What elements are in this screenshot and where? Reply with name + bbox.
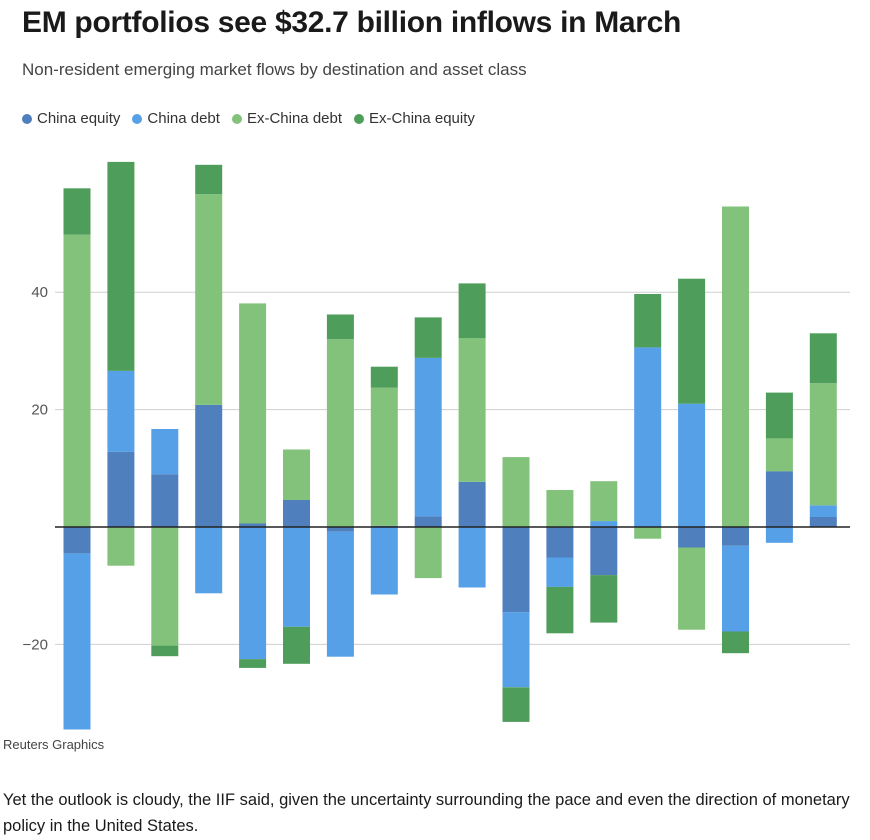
bar-segment-ex-china-debt (195, 194, 223, 405)
bar-segment-china-debt (809, 505, 837, 517)
bar-segment-china-debt (326, 531, 354, 657)
bar-segment-china-debt (370, 527, 398, 595)
bar-segment-china-debt (546, 557, 574, 587)
bar-segment-china-debt (195, 527, 223, 594)
bar-segment-china-equity (502, 527, 530, 613)
bar-segment-ex-china-debt (151, 527, 179, 646)
bar-segment-ex-china-debt (107, 527, 135, 566)
legend-label-ex-china-equity: Ex-China equity (369, 110, 475, 127)
legend-label-ex-china-debt: Ex-China debt (246, 110, 343, 127)
bar-segment-ex-china-debt (414, 527, 442, 579)
bar-segment-ex-china-debt (458, 338, 486, 482)
bar-segment-ex-china-equity (370, 366, 398, 388)
bar-segment-china-equity (63, 527, 91, 554)
bar-segment-china-debt (63, 553, 91, 730)
bar-segment-china-equity (283, 500, 310, 527)
bar-segment-china-debt (722, 545, 749, 632)
bar-segment-ex-china-debt (63, 234, 91, 527)
bar-segment-ex-china-equity (63, 188, 91, 235)
bar-segment-ex-china-debt (765, 438, 793, 472)
legend-marker-ex-china-debt (231, 113, 242, 124)
bar-segment-ex-china-debt (809, 383, 837, 506)
bar-segment-china-equity (678, 527, 706, 548)
bar-segment-ex-china-debt (326, 339, 354, 527)
article-caption: Yet the outlook is cloudy, the IIF said,… (3, 791, 850, 835)
bar-segment-ex-china-equity (502, 687, 530, 722)
bar-segment-ex-china-equity (809, 333, 837, 384)
bar-segment-china-equity (722, 527, 749, 546)
bar-segment-ex-china-equity (414, 317, 442, 358)
bar-segment-ex-china-debt (370, 387, 398, 526)
bar-segment-china-equity (809, 517, 837, 527)
bar-segment-ex-china-equity (458, 283, 486, 338)
chart-title: EM portfolios see $32.7 billion inflows … (22, 6, 682, 39)
legend-marker-ex-china-equity (354, 113, 365, 124)
bar-segment-china-debt (678, 403, 706, 527)
bar-segment-china-debt (458, 527, 486, 588)
bar-segment-ex-china-equity (195, 164, 223, 195)
bar-segment-china-debt (414, 357, 442, 517)
legend-marker-china-equity (22, 113, 32, 124)
legend-marker-china-debt (132, 113, 143, 124)
bar-segment-ex-china-equity (722, 631, 749, 654)
bar-segment-china-debt (502, 612, 530, 688)
bar-segment-ex-china-debt (546, 490, 574, 527)
bar-segment-ex-china-equity (678, 278, 706, 404)
bar-segment-china-equity (326, 527, 354, 532)
bar-segment-ex-china-debt (590, 481, 618, 522)
legend-label-china-debt: China debt (147, 110, 220, 127)
bar-segment-china-debt (634, 347, 662, 527)
bar-segment-china-debt (107, 370, 135, 452)
bar-segment-china-equity (590, 527, 618, 576)
source-credit: Reuters Graphics (3, 737, 105, 752)
bar-segment-ex-china-equity (546, 586, 574, 634)
bar-segment-ex-china-debt (239, 303, 267, 524)
bar-segment-ex-china-equity (765, 392, 793, 439)
chart-legend: China equity China debt Ex-China debt Ex… (22, 110, 475, 127)
bar-segment-china-equity (195, 404, 223, 527)
y-tick-label: 40 (31, 284, 48, 301)
bar-segment-china-equity (546, 527, 574, 558)
chart-subtitle: Non-resident emerging market flows by de… (22, 60, 527, 79)
legend-label-china-equity: China equity (37, 110, 121, 127)
bar-segment-china-equity (239, 523, 267, 527)
bar-segment-ex-china-equity (590, 575, 618, 623)
bar-segment-ex-china-debt (678, 547, 706, 630)
bar-segment-ex-china-equity (326, 314, 354, 340)
bar-segment-china-debt (239, 527, 267, 660)
stacked-bar-chart: −20 20 40 (23, 161, 850, 730)
legend-item-china-equity: China equity (22, 110, 120, 127)
bar-segment-ex-china-equity (239, 659, 267, 668)
bar-segment-ex-china-equity (283, 626, 310, 664)
bar-segment-china-equity (414, 516, 442, 527)
bar-segment-ex-china-debt (502, 457, 530, 527)
y-tick-label: 20 (31, 402, 48, 419)
bar-segment-ex-china-debt (634, 527, 662, 539)
y-tick-label: −20 (23, 636, 48, 653)
legend-item-ex-china-equity: Ex-China equity (354, 110, 475, 127)
bar-segment-china-debt (765, 527, 793, 543)
bar-segment-ex-china-equity (634, 294, 662, 348)
legend-item-china-debt: China debt (132, 110, 220, 127)
bar-segment-china-equity (458, 481, 486, 527)
bar-segment-china-debt (151, 429, 179, 475)
bar-segment-china-equity (765, 471, 793, 527)
bar-segment-china-debt (283, 527, 310, 627)
bar-segment-ex-china-equity (151, 645, 179, 657)
bar-segment-china-debt (590, 521, 618, 527)
legend-item-ex-china-debt: Ex-China debt (231, 110, 343, 127)
bar-segment-china-equity (151, 474, 179, 527)
bar-segment-china-equity (107, 451, 135, 527)
bar-segment-ex-china-equity (107, 161, 135, 371)
bar-segment-ex-china-debt (283, 449, 310, 500)
bar-segment-ex-china-debt (722, 206, 749, 527)
